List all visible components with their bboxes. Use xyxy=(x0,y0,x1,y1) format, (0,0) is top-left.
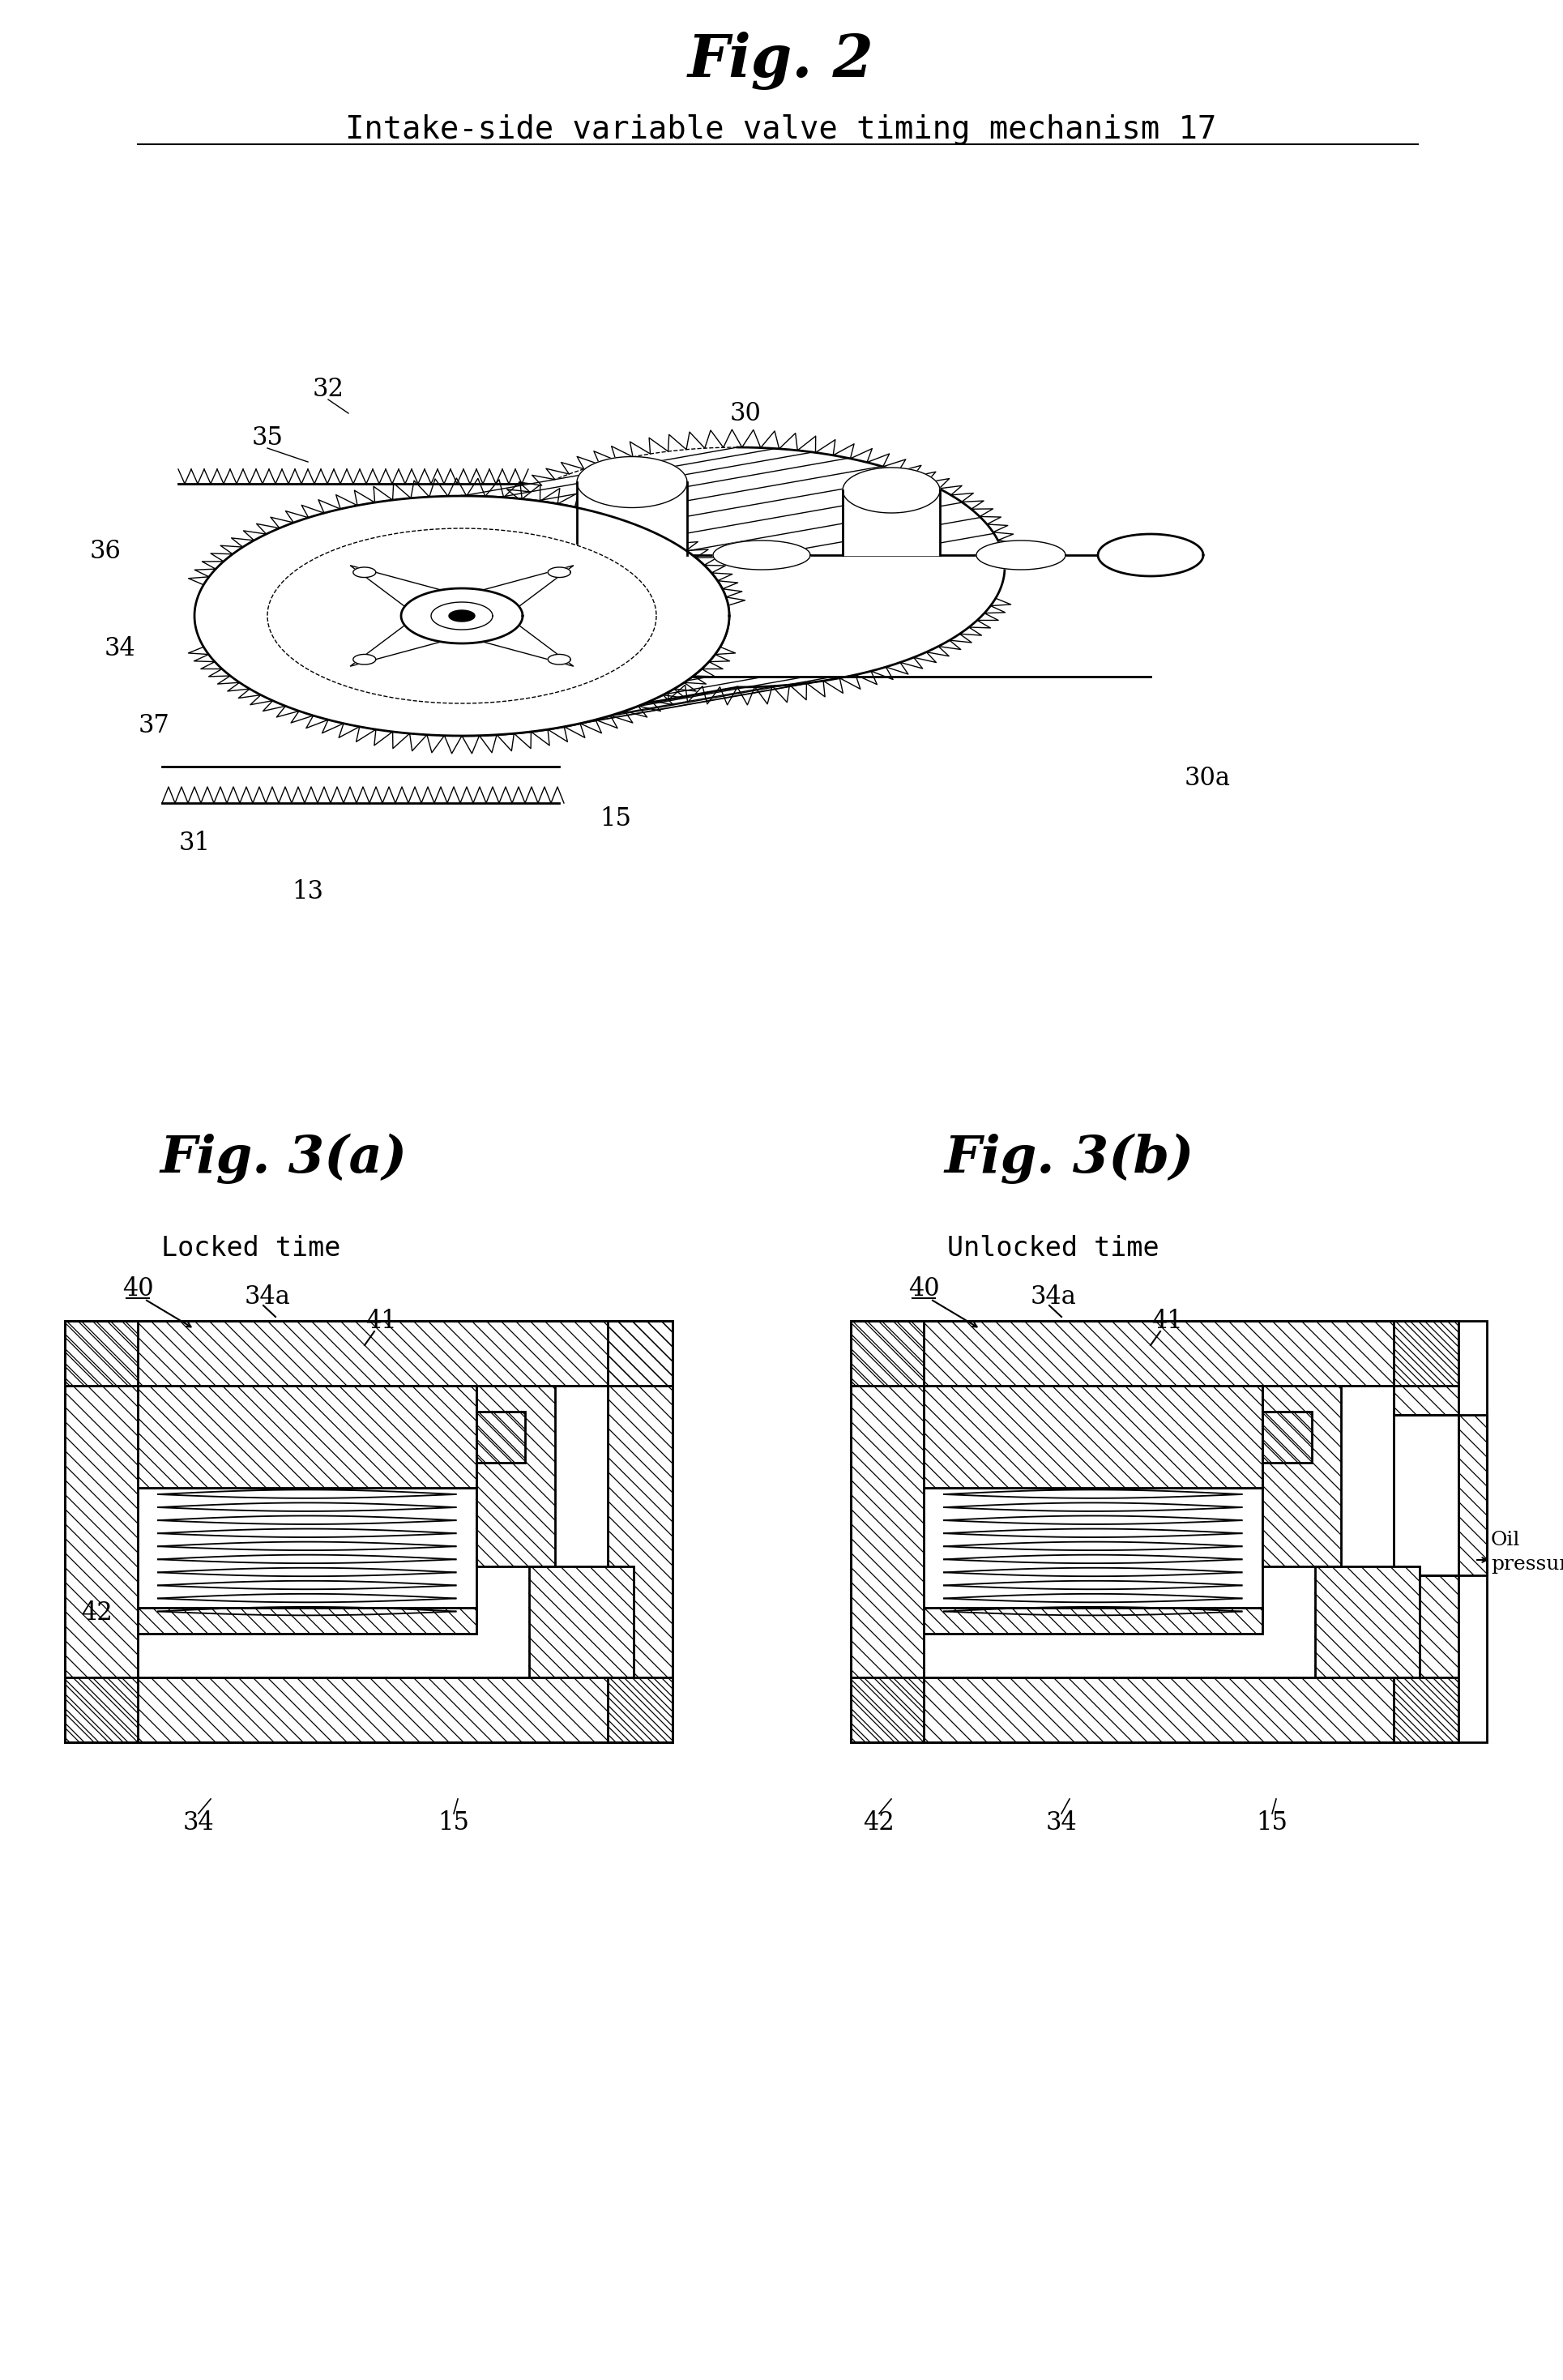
Polygon shape xyxy=(353,566,375,578)
Bar xyxy=(1394,1321,1458,1414)
Text: Unlocked time: Unlocked time xyxy=(947,1235,1160,1261)
Bar xyxy=(1394,1321,1458,1414)
Bar xyxy=(138,1385,608,1678)
Polygon shape xyxy=(549,655,570,664)
Text: Intake-side variable valve timing mechanism 17: Intake-side variable valve timing mechan… xyxy=(345,114,1216,145)
Polygon shape xyxy=(842,490,939,555)
Text: 30a: 30a xyxy=(1185,766,1230,790)
Text: 15: 15 xyxy=(1257,1811,1288,1835)
Text: Fig. 3(b): Fig. 3(b) xyxy=(944,1133,1194,1185)
Bar xyxy=(477,1385,555,1566)
Bar xyxy=(924,1385,1261,1488)
Text: 13: 13 xyxy=(292,878,324,904)
Text: 34: 34 xyxy=(105,635,136,662)
Bar xyxy=(477,1411,525,1461)
Bar xyxy=(477,1385,555,1566)
Text: 34a: 34a xyxy=(1030,1283,1077,1309)
Bar xyxy=(924,1607,1261,1633)
Text: 40: 40 xyxy=(122,1276,153,1302)
Bar xyxy=(924,1488,1261,1618)
Bar xyxy=(850,1321,1458,1385)
Bar xyxy=(1314,1566,1419,1678)
Text: 40: 40 xyxy=(908,1276,939,1302)
Text: 15: 15 xyxy=(438,1811,469,1835)
Text: Fig. 2: Fig. 2 xyxy=(688,31,874,90)
Bar xyxy=(64,1321,138,1742)
Polygon shape xyxy=(350,626,441,666)
Text: 37: 37 xyxy=(138,712,170,738)
Polygon shape xyxy=(577,457,688,507)
Bar xyxy=(138,1607,477,1633)
Bar xyxy=(64,1321,672,1742)
Bar xyxy=(138,1607,477,1633)
Bar xyxy=(850,1321,1486,1742)
Bar xyxy=(1458,1414,1486,1576)
Polygon shape xyxy=(1097,533,1204,576)
Text: 31: 31 xyxy=(178,831,211,854)
Text: 34: 34 xyxy=(1046,1811,1077,1835)
Polygon shape xyxy=(194,495,730,735)
Polygon shape xyxy=(713,540,810,569)
Polygon shape xyxy=(549,566,570,578)
Polygon shape xyxy=(267,528,656,704)
Bar xyxy=(924,1607,1261,1633)
Text: 34a: 34a xyxy=(244,1283,291,1309)
Bar xyxy=(1394,1576,1458,1742)
Bar xyxy=(138,1385,477,1488)
Bar xyxy=(528,1566,635,1678)
Text: 32: 32 xyxy=(313,376,344,402)
Bar xyxy=(138,1488,477,1618)
Text: 40: 40 xyxy=(381,671,413,697)
Polygon shape xyxy=(350,566,441,607)
Bar xyxy=(138,1385,477,1488)
Text: 42: 42 xyxy=(81,1599,113,1626)
Bar xyxy=(1261,1411,1311,1461)
Text: 30: 30 xyxy=(730,400,761,426)
Bar xyxy=(64,1321,672,1385)
Text: 36: 36 xyxy=(89,538,120,564)
Bar xyxy=(528,1566,635,1678)
Bar xyxy=(850,1678,1458,1742)
Text: 41: 41 xyxy=(366,1309,397,1333)
Polygon shape xyxy=(483,626,574,666)
Polygon shape xyxy=(577,483,688,555)
Bar xyxy=(477,1411,525,1461)
Text: 41: 41 xyxy=(1150,1309,1183,1333)
Polygon shape xyxy=(461,447,1005,735)
Bar xyxy=(64,1678,672,1742)
Text: 42: 42 xyxy=(863,1811,896,1835)
Polygon shape xyxy=(842,466,939,514)
Bar xyxy=(1394,1576,1458,1742)
Text: pressure: pressure xyxy=(1491,1554,1563,1573)
Bar xyxy=(850,1678,1458,1742)
Polygon shape xyxy=(449,609,475,621)
Text: 43: 43 xyxy=(470,1656,502,1683)
Bar xyxy=(1261,1385,1341,1566)
Text: 34: 34 xyxy=(183,1811,214,1835)
Polygon shape xyxy=(977,540,1066,569)
Bar xyxy=(64,1678,672,1742)
Text: 15: 15 xyxy=(600,807,631,831)
Polygon shape xyxy=(483,566,574,607)
Bar xyxy=(1458,1414,1486,1576)
Bar xyxy=(1261,1385,1341,1566)
Bar xyxy=(64,1321,138,1742)
Bar xyxy=(608,1321,672,1742)
Polygon shape xyxy=(402,588,522,643)
Bar xyxy=(850,1321,924,1742)
Text: Fig. 3(a): Fig. 3(a) xyxy=(159,1133,408,1185)
Bar xyxy=(850,1321,924,1742)
Bar xyxy=(924,1385,1394,1678)
Bar xyxy=(850,1321,1458,1385)
Text: 35: 35 xyxy=(252,426,283,450)
Bar xyxy=(1314,1566,1419,1678)
Text: Locked time: Locked time xyxy=(161,1235,341,1261)
Bar xyxy=(608,1321,672,1742)
Polygon shape xyxy=(353,655,375,664)
Bar xyxy=(64,1321,672,1385)
Polygon shape xyxy=(431,602,492,631)
Text: Oil: Oil xyxy=(1491,1530,1521,1549)
Bar xyxy=(924,1385,1261,1488)
Bar xyxy=(1261,1411,1311,1461)
